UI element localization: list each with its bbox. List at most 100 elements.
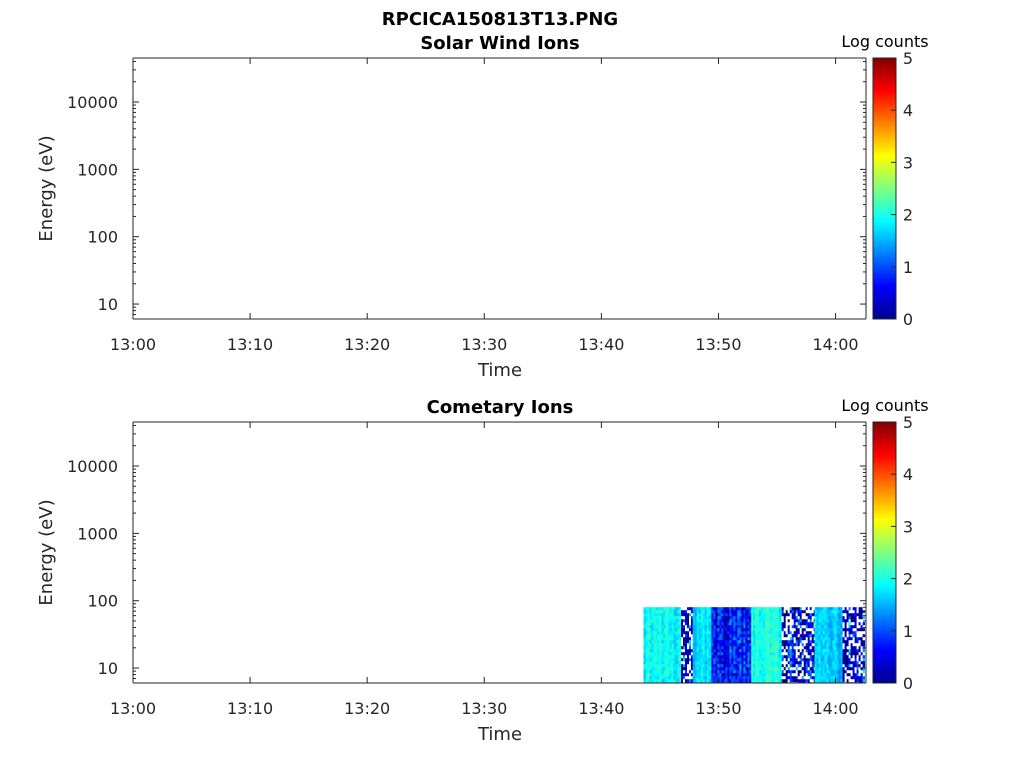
heatmap-cell (675, 649, 678, 653)
heatmap-cell (691, 643, 694, 647)
heatmap-cell (803, 652, 807, 656)
heatmap-cell (793, 610, 797, 614)
heatmap-cell (691, 661, 694, 665)
heatmap-cell (653, 628, 656, 632)
heatmap-cell (749, 652, 752, 656)
heatmap-cell (731, 622, 734, 626)
heatmap-cell (719, 622, 722, 626)
heatmap-cell (665, 607, 668, 611)
heatmap-cell (777, 631, 780, 635)
heatmap-cell (665, 616, 668, 620)
heatmap-cell (735, 613, 738, 617)
heatmap-cell (708, 607, 712, 611)
heatmap-cell (795, 661, 799, 665)
heatmap-cell (692, 658, 696, 662)
heatmap-cell (719, 676, 722, 680)
heatmap-cell (657, 628, 660, 632)
heatmap-cell (775, 643, 778, 647)
heatmap-cell (717, 640, 720, 644)
heatmap-cell (713, 631, 716, 635)
heatmap-cell (793, 640, 797, 644)
heatmap-cell (704, 652, 708, 656)
heatmap-cell (751, 622, 754, 626)
heatmap-cell (667, 649, 670, 653)
heatmap-cell (719, 637, 722, 641)
heatmap-cell (854, 616, 857, 620)
heatmap-cell (733, 628, 736, 632)
heatmap-cell (805, 655, 809, 659)
heatmap-cell (715, 607, 718, 611)
heatmap-cell (706, 664, 710, 668)
heatmap-cell (679, 640, 682, 644)
heatmap-cell (751, 613, 754, 617)
heatmap-cell (814, 649, 817, 653)
heatmap-cell (733, 625, 736, 629)
heatmap-cell (687, 676, 690, 680)
heatmap-cell (731, 679, 734, 683)
heatmap-cell (708, 655, 712, 659)
heatmap-cell (828, 637, 831, 641)
heatmap-cell (787, 625, 791, 629)
heatmap-cell (816, 658, 819, 662)
heatmap-cell (838, 637, 841, 641)
heatmap-cell (767, 655, 770, 659)
heatmap-cell (673, 664, 676, 668)
heatmap-cell (696, 622, 700, 626)
heatmap-cell (809, 670, 813, 674)
heatmap-cell (691, 679, 694, 683)
heatmap-cell (807, 631, 811, 635)
heatmap-cell (737, 610, 740, 614)
heatmap-cell (725, 643, 728, 647)
heatmap-cell (679, 646, 682, 650)
heatmap-cell (681, 679, 684, 683)
heatmap-cell (727, 637, 730, 641)
heatmap-cell (647, 655, 650, 659)
heatmap-cell (735, 634, 738, 638)
heatmap-cell (663, 613, 666, 617)
heatmap-cell (771, 637, 774, 641)
heatmap-cell (747, 631, 750, 635)
heatmap-cell (723, 658, 726, 662)
heatmap-cell (667, 643, 670, 647)
heatmap-cell (661, 625, 664, 629)
heatmap-cell (856, 649, 859, 653)
heatmap-cell (665, 652, 668, 656)
heatmap-cell (799, 628, 803, 632)
heatmap-cell (747, 643, 750, 647)
heatmap-cell (793, 670, 797, 674)
heatmap-cell (793, 631, 797, 635)
heatmap-cell (761, 664, 764, 668)
heatmap-cell (795, 655, 799, 659)
heatmap-cell (743, 607, 746, 611)
heatmap-cell (665, 649, 668, 653)
heatmap-cell (719, 667, 722, 671)
heatmap-cell (775, 652, 778, 656)
heatmap-cell (797, 622, 801, 626)
heatmap-cell (731, 658, 734, 662)
heatmap-cell (698, 676, 702, 680)
heatmap-cell (673, 613, 676, 617)
heatmap-cell (818, 610, 821, 614)
heatmap-cell (850, 646, 853, 650)
heatmap-cell (828, 667, 831, 671)
heatmap-cell (651, 679, 654, 683)
heatmap-cell (689, 643, 692, 647)
heatmap-cell (840, 610, 843, 614)
heatmap-cell (711, 643, 714, 647)
heatmap-cell (691, 664, 694, 668)
heatmap-cell (741, 610, 744, 614)
heatmap-cell (741, 616, 744, 620)
heatmap-cell (647, 628, 650, 632)
heatmap-cell (745, 637, 748, 641)
heatmap-cell (655, 676, 658, 680)
heatmap-cell (842, 637, 845, 641)
heatmap-cell (799, 646, 803, 650)
heatmap-cell (715, 640, 718, 644)
heatmap-cell (702, 631, 706, 635)
heatmap-cell (771, 628, 774, 632)
heatmap-cell (775, 679, 778, 683)
heatmap-cell (692, 619, 696, 623)
heatmap-cell (723, 640, 726, 644)
heatmap-cell (721, 676, 724, 680)
heatmap-cell (735, 652, 738, 656)
